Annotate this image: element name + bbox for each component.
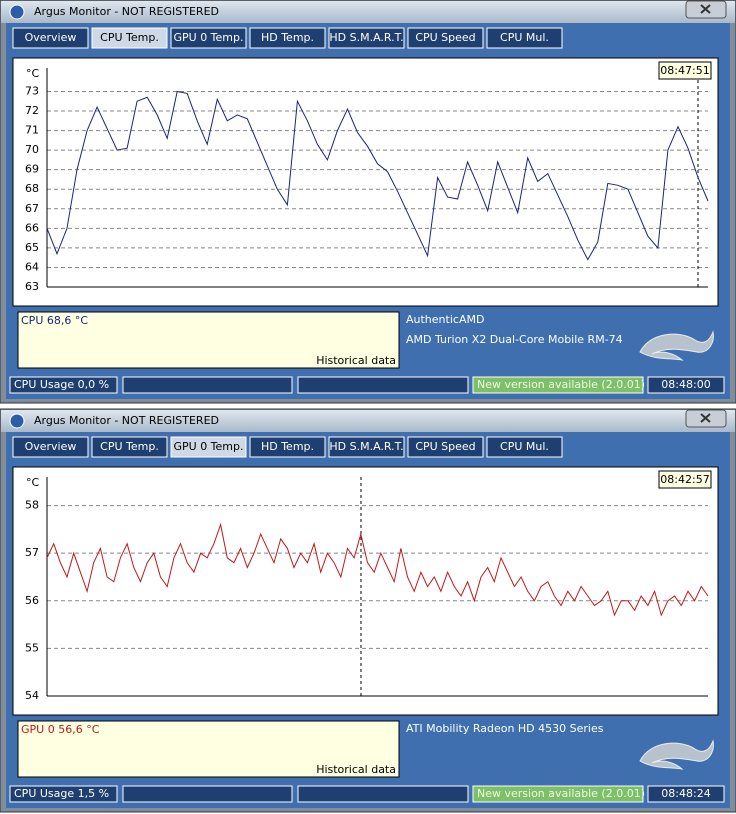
close-icon	[700, 413, 711, 423]
historical-label[interactable]: Historical data	[316, 763, 396, 776]
y-axis-unit: °C	[26, 67, 40, 80]
window-title: Argus Monitor - NOT REGISTERED	[34, 414, 219, 427]
tab[interactable]	[170, 27, 247, 49]
tab[interactable]	[407, 27, 484, 49]
reading: GPU 0 56,6 °C	[21, 723, 100, 736]
temperature-line	[46, 522, 709, 617]
y-tick-label: 57	[25, 546, 39, 559]
tab[interactable]	[91, 27, 168, 49]
tab[interactable]	[486, 436, 563, 458]
tab[interactable]	[12, 436, 89, 458]
tab-label: CPU Speed	[415, 31, 475, 44]
status-cell	[122, 376, 293, 394]
status-cell	[647, 376, 725, 394]
status-text: CPU Usage 1,5 %	[14, 787, 109, 800]
tab[interactable]	[328, 436, 405, 458]
time-label: 08:47:51	[660, 64, 709, 77]
tab[interactable]	[407, 436, 484, 458]
y-tick-label: 69	[25, 163, 39, 176]
tab-label: CPU Temp.	[100, 440, 159, 453]
y-tick-label: 63	[25, 280, 39, 293]
status-text: 08:48:24	[661, 787, 710, 800]
status-text: 08:48:00	[661, 378, 710, 391]
time-label: 08:42:57	[660, 473, 709, 486]
tab[interactable]	[328, 27, 405, 49]
tab-label: Overview	[25, 31, 77, 44]
title-bar	[1, 410, 735, 432]
status-cell	[9, 785, 118, 803]
tab[interactable]	[91, 436, 168, 458]
reading-box	[17, 311, 400, 369]
y-tick-label: 73	[25, 84, 39, 97]
device-info: AuthenticAMD	[406, 313, 484, 326]
time-box	[658, 61, 712, 80]
y-tick-label: 70	[25, 143, 39, 156]
status-cell	[647, 785, 725, 803]
tab-label: HD Temp.	[261, 440, 314, 453]
y-tick-label: 54	[25, 689, 39, 702]
status-cell	[9, 376, 118, 394]
tab-label: GPU 0 Temp.	[173, 440, 243, 453]
tab-label: Overview	[25, 440, 77, 453]
tab[interactable]	[249, 27, 326, 49]
logo	[639, 739, 714, 770]
app-icon	[9, 4, 25, 20]
status-text: CPU Usage 0,0 %	[14, 378, 109, 391]
time-box	[658, 470, 712, 489]
y-axis-unit: °C	[26, 476, 40, 489]
status-cell	[122, 785, 293, 803]
tab-label: HD S.M.A.R.T.	[329, 440, 403, 453]
chart-panel	[12, 466, 719, 716]
tab-label: CPU Mul.	[500, 31, 549, 44]
window-title: Argus Monitor - NOT REGISTERED	[34, 5, 219, 18]
logo	[639, 330, 714, 361]
temperature-line	[46, 90, 709, 261]
status-text: New version available (2.0.01)	[477, 787, 645, 800]
y-tick-label: 64	[25, 260, 39, 273]
tab-label: CPU Speed	[415, 440, 475, 453]
reading-box	[17, 720, 400, 778]
y-tick-label: 56	[25, 594, 39, 607]
y-tick-label: 71	[25, 124, 39, 137]
y-tick-label: 66	[25, 221, 39, 234]
tab[interactable]	[12, 27, 89, 49]
tab-label: HD Temp.	[261, 31, 314, 44]
tab-label: CPU Temp.	[100, 31, 159, 44]
tab-label: HD S.M.A.R.T.	[329, 31, 403, 44]
device-info: ATI Mobility Radeon HD 4530 Series	[406, 722, 604, 735]
y-tick-label: 68	[25, 182, 39, 195]
y-tick-label: 72	[25, 104, 39, 117]
tab[interactable]	[170, 436, 247, 458]
reading: CPU 68,6 °C	[21, 314, 88, 327]
tab-label: CPU Mul.	[500, 440, 549, 453]
y-tick-label: 65	[25, 241, 39, 254]
tab[interactable]	[249, 436, 326, 458]
device-info: AMD Turion X2 Dual-Core Mobile RM-74	[406, 333, 623, 346]
app-icon	[9, 413, 25, 429]
status-text: New version available (2.0.01)	[477, 378, 645, 391]
status-cell	[472, 376, 644, 394]
status-cell	[297, 785, 469, 803]
y-tick-label: 67	[25, 202, 39, 215]
status-cell	[472, 785, 644, 803]
title-bar	[1, 1, 735, 23]
y-tick-label: 58	[25, 499, 39, 512]
chart-panel	[12, 57, 719, 307]
tab-label: GPU 0 Temp.	[173, 31, 243, 44]
status-cell	[297, 376, 469, 394]
tab[interactable]	[486, 27, 563, 49]
close-icon	[700, 4, 711, 14]
historical-label[interactable]: Historical data	[316, 354, 396, 367]
y-tick-label: 55	[25, 641, 39, 654]
